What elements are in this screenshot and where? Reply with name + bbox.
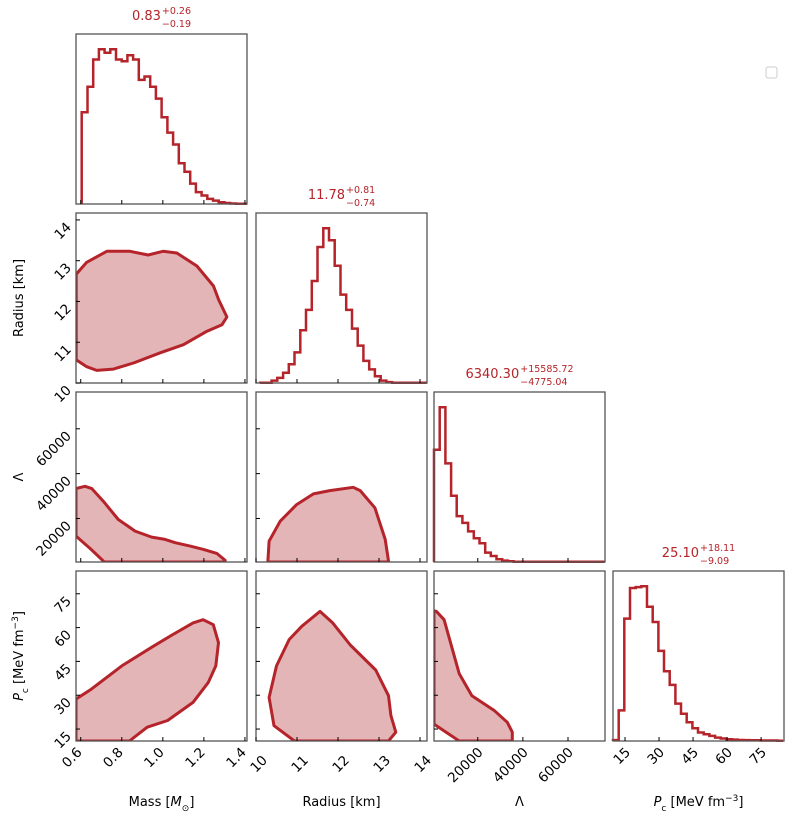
label-part: c (661, 804, 666, 814)
contour-radius-pc (267, 609, 398, 741)
y-axis-label-pc: Pc [MeV fm−3] (11, 611, 31, 701)
label-part: Radius [km] (12, 259, 27, 337)
contour-radius-lambda (266, 485, 390, 562)
title-minus: −0.19 (162, 19, 191, 30)
x-tick-label: 40000 (490, 745, 532, 787)
y-tick-label: 10 (51, 383, 74, 406)
label-part: Mass [ (129, 795, 171, 810)
title-minus: −0.74 (346, 198, 375, 209)
contour-lambda-pc (434, 609, 514, 741)
axes-frame-radius-radius (255, 212, 428, 384)
x-tick-label: 11 (288, 753, 311, 776)
x-tick-label: 0.8 (100, 745, 127, 772)
x-tick-label: 20000 (445, 745, 487, 787)
histogram-mass (80, 48, 247, 206)
y-tick-label: 14 (51, 219, 74, 242)
label-part: Radius [km] (302, 795, 380, 810)
x-tick-label: 12 (329, 753, 352, 776)
x-axis-label-lambda: Λ (515, 795, 524, 810)
title-minus: −9.09 (700, 556, 729, 567)
x-tick-label: 45 (678, 745, 701, 768)
x-tick-label: 30 (644, 745, 667, 768)
label-part: [MeV fm (12, 629, 27, 688)
label-part: −3 (11, 616, 21, 629)
label-part: Λ (515, 795, 524, 810)
y-tick-label: 45 (51, 661, 74, 684)
label-part: Λ (12, 472, 27, 481)
y-tick-label: 30 (51, 695, 74, 718)
title-plus: +0.81 (346, 185, 375, 196)
axes-frame-mass-mass (75, 33, 248, 205)
label-part: −3 (725, 794, 738, 804)
x-tick-label: 15 (610, 745, 633, 768)
x-tick-label: 75 (746, 745, 769, 768)
y-tick-label: 13 (51, 260, 74, 283)
y-tick-label: 40000 (33, 473, 75, 515)
x-tick-label: 13 (370, 753, 393, 776)
x-axis-label-mass: Mass [M⊙] (129, 795, 195, 814)
label-part: c (21, 688, 31, 693)
histogram-lambda (432, 406, 605, 563)
y-tick-label: 12 (51, 301, 74, 324)
x-tick-label: 10 (247, 753, 270, 776)
histogram-pc (611, 585, 784, 742)
contour-mass-pc (76, 618, 220, 741)
y-tick-label: 75 (51, 593, 74, 616)
label-part: P (12, 693, 27, 701)
y-tick-label: 20000 (33, 518, 75, 560)
y-axis-label-radius: Radius [km] (12, 259, 27, 337)
param-title-lambda: 6340.30 (465, 367, 519, 382)
axes-frame-mass-lambda (75, 391, 248, 563)
y-tick-label: 60000 (33, 428, 75, 470)
param-title-mass: 0.83 (132, 9, 161, 24)
label-part: ⊙ (182, 804, 190, 814)
x-axis-label-pc: Pc [MeV fm−3] (654, 794, 744, 814)
title-minus: −4775.04 (520, 377, 567, 388)
x-tick-label: 1.2 (182, 745, 209, 772)
title-plus: +15585.72 (520, 364, 573, 375)
axes-frame-pc-pc (612, 570, 785, 742)
title-plus: +0.26 (162, 6, 191, 17)
contour-mass-radius (76, 249, 229, 372)
histogram-radius (258, 227, 427, 385)
x-axis-label-radius: Radius [km] (302, 795, 380, 810)
label-part: P (654, 795, 662, 810)
label-part: ] (738, 795, 743, 810)
axes-frame-radius-lambda (255, 391, 428, 563)
axes-frame-mass-radius (75, 212, 248, 384)
axes-frame-lambda-pc (433, 570, 606, 742)
x-tick-label: 1.0 (141, 745, 168, 772)
title-plus: +18.11 (700, 543, 735, 554)
label-part: M (171, 795, 182, 810)
y-tick-label: 11 (51, 342, 74, 365)
contour-mass-lambda (76, 484, 227, 562)
y-axis-label-lambda: Λ (12, 472, 27, 481)
axes-frame-mass-pc (75, 570, 248, 742)
label-part: ] (189, 795, 194, 810)
param-title-pc: 25.10 (662, 546, 699, 561)
axes-frame-radius-pc (255, 570, 428, 742)
x-tick-label: 60000 (535, 745, 577, 787)
x-tick-label: 60 (712, 745, 735, 768)
label-part: [MeV fm (666, 795, 725, 810)
y-tick-label: 60 (51, 627, 74, 650)
legend-box (765, 66, 778, 79)
x-tick-label: 1.4 (223, 745, 250, 772)
x-tick-label: 14 (411, 753, 434, 776)
axes-frame-lambda-lambda (433, 391, 606, 563)
label-part: ] (12, 611, 27, 616)
param-title-radius: 11.78 (308, 188, 345, 203)
